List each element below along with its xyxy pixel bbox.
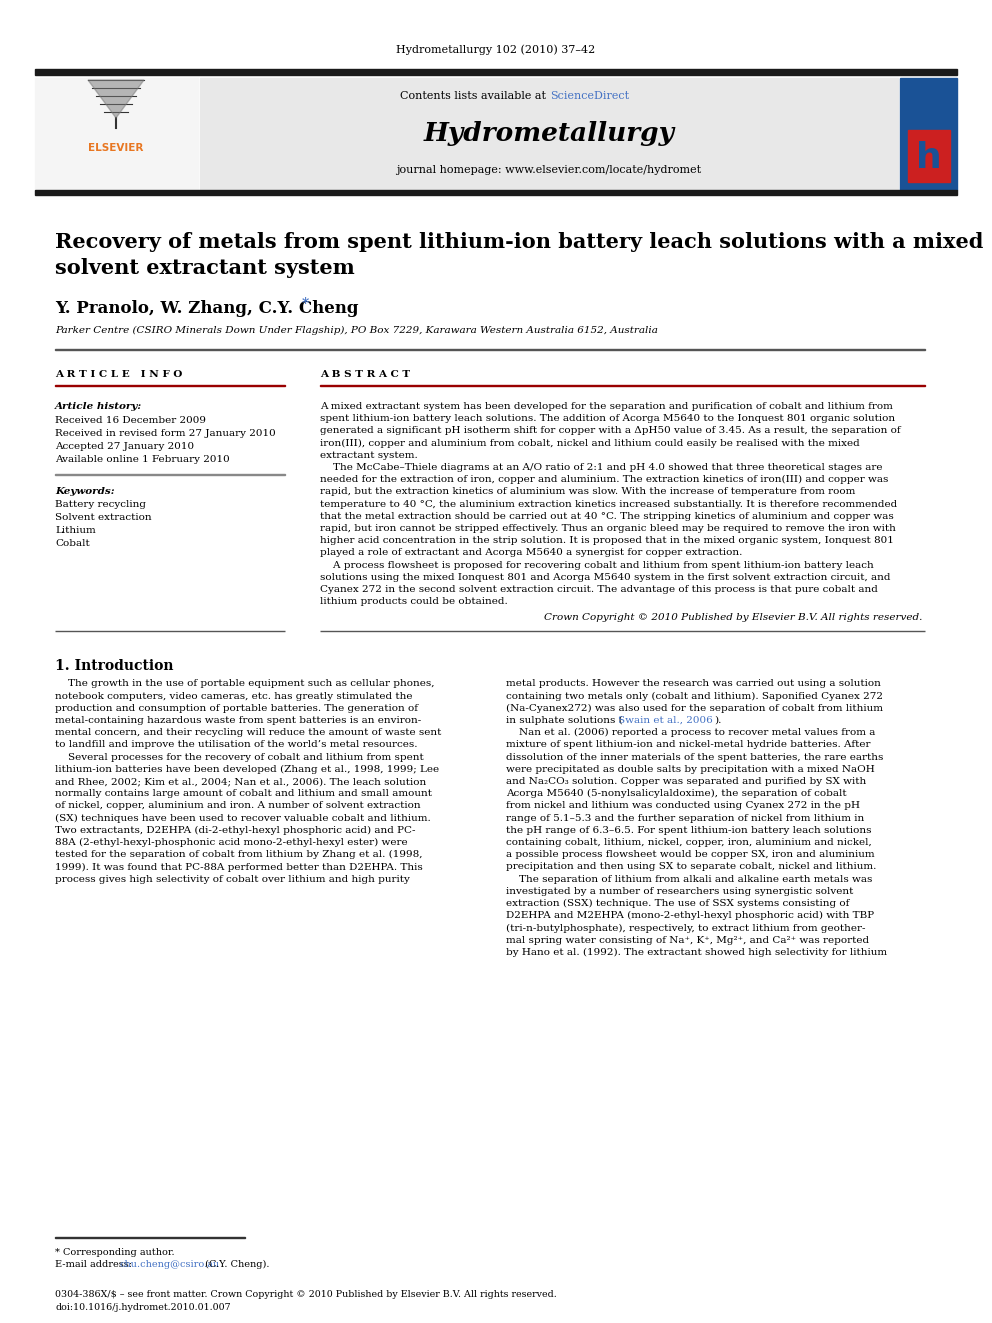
Text: 88A (2-ethyl-hexyl-phosphonic acid mono-2-ethyl-hexyl ester) were: 88A (2-ethyl-hexyl-phosphonic acid mono-… [55,837,408,847]
Text: Article history:: Article history: [55,402,142,411]
Text: rapid, but the extraction kinetics of aluminium was slow. With the increase of t: rapid, but the extraction kinetics of al… [320,487,855,496]
Text: Parker Centre (CSIRO Minerals Down Under Flagship), PO Box 7229, Karawara Wester: Parker Centre (CSIRO Minerals Down Under… [55,325,658,335]
Bar [35,191,957,194]
Text: A mixed extractant system has been developed for the separation and purification: A mixed extractant system has been devel… [320,402,893,411]
Text: (Na-Cyanex272) was also used for the separation of cobalt from lithium: (Na-Cyanex272) was also used for the sep… [506,704,883,713]
Text: Several processes for the recovery of cobalt and lithium from spent: Several processes for the recovery of co… [55,753,424,762]
Text: The separation of lithium from alkali and alkaline earth metals was: The separation of lithium from alkali an… [506,875,872,884]
Text: 1. Introduction: 1. Introduction [55,659,174,673]
Text: Crown Copyright © 2010 Published by Elsevier B.V. All rights reserved.: Crown Copyright © 2010 Published by Else… [544,614,922,622]
Text: Hydrometallurgy: Hydrometallurgy [424,122,675,147]
Text: Accepted 27 January 2010: Accepted 27 January 2010 [55,442,194,451]
Text: and Na₂CO₃ solution. Copper was separated and purified by SX with: and Na₂CO₃ solution. Copper was separate… [506,777,866,786]
Text: *: * [302,296,310,311]
Bar [35,78,198,191]
Text: temperature to 40 °C, the aluminium extraction kinetics increased substantially.: temperature to 40 °C, the aluminium extr… [320,500,897,508]
Text: extractant system.: extractant system. [320,451,418,460]
Text: Two extractants, D2EHPA (di-2-ethyl-hexyl phosphoric acid) and PC-: Two extractants, D2EHPA (di-2-ethyl-hexy… [55,826,416,835]
Text: Received 16 December 2009: Received 16 December 2009 [55,415,206,425]
Text: mixture of spent lithium-ion and nickel-metal hydride batteries. After: mixture of spent lithium-ion and nickel-… [506,741,871,749]
Text: investigated by a number of researchers using synergistic solvent: investigated by a number of researchers … [506,886,853,896]
Text: A R T I C L E   I N F O: A R T I C L E I N F O [55,370,183,378]
Text: The growth in the use of portable equipment such as cellular phones,: The growth in the use of portable equipm… [55,680,434,688]
Text: Acorga M5640 (5-nonylsalicylaldoxime), the separation of cobalt: Acorga M5640 (5-nonylsalicylaldoxime), t… [506,790,846,798]
Text: journal homepage: www.elsevier.com/locate/hydromet: journal homepage: www.elsevier.com/locat… [397,165,701,175]
Text: of nickel, copper, aluminium and iron. A number of solvent extraction: of nickel, copper, aluminium and iron. A… [55,802,421,811]
Text: Available online 1 February 2010: Available online 1 February 2010 [55,455,230,464]
Text: Cyanex 272 in the second solvent extraction circuit. The advantage of this proce: Cyanex 272 in the second solvent extract… [320,585,878,594]
Text: chu.cheng@csiro.au: chu.cheng@csiro.au [120,1259,220,1269]
Text: production and consumption of portable batteries. The generation of: production and consumption of portable b… [55,704,418,713]
Text: ).: ). [714,716,721,725]
Text: notebook computers, video cameras, etc. has greatly stimulated the: notebook computers, video cameras, etc. … [55,692,413,701]
Text: generated a significant pH isotherm shift for copper with a ΔpH50 value of 3.45.: generated a significant pH isotherm shif… [320,426,901,435]
Text: 1999). It was found that PC-88A performed better than D2EHPA. This: 1999). It was found that PC-88A performe… [55,863,423,872]
Text: Battery recycling: Battery recycling [55,500,146,509]
Text: Solvent extraction: Solvent extraction [55,513,152,523]
Text: Recovery of metals from spent lithium-ion battery leach solutions with a mixed
s: Recovery of metals from spent lithium-io… [55,232,983,278]
Text: from nickel and lithium was conducted using Cyanex 272 in the pH: from nickel and lithium was conducted us… [506,802,860,811]
Text: dissolution of the inner materials of the spent batteries, the rare earths: dissolution of the inner materials of th… [506,753,883,762]
Text: in sulphate solutions (: in sulphate solutions ( [506,716,623,725]
Text: iron(III), copper and aluminium from cobalt, nickel and lithium could easily be : iron(III), copper and aluminium from cob… [320,439,860,447]
Text: precipitation and then using SX to separate cobalt, nickel and lithium.: precipitation and then using SX to separ… [506,863,876,872]
Text: lithium-ion batteries have been developed (Zhang et al., 1998, 1999; Lee: lithium-ion batteries have been develope… [55,765,439,774]
Text: A B S T R A C T: A B S T R A C T [320,370,410,378]
Bar [200,78,898,191]
Text: h: h [917,142,941,175]
Bar [908,130,950,183]
Text: Y. Pranolo, W. Zhang, C.Y. Cheng: Y. Pranolo, W. Zhang, C.Y. Cheng [55,300,358,318]
Text: that the metal extraction should be carried out at 40 °C. The stripping kinetics: that the metal extraction should be carr… [320,512,894,521]
Text: (C.Y. Cheng).: (C.Y. Cheng). [202,1259,270,1269]
Text: were precipitated as double salts by precipitation with a mixed NaOH: were precipitated as double salts by pre… [506,765,875,774]
Bar [900,78,957,191]
Text: process gives high selectivity of cobalt over lithium and high purity: process gives high selectivity of cobalt… [55,875,410,884]
Text: (tri-n-butylphosphate), respectively, to extract lithium from geother-: (tri-n-butylphosphate), respectively, to… [506,923,865,933]
Text: * Corresponding author.: * Corresponding author. [55,1248,175,1257]
Text: spent lithium-ion battery leach solutions. The addition of Acorga M5640 to the I: spent lithium-ion battery leach solution… [320,414,895,423]
Text: Keywords:: Keywords: [55,487,115,496]
Text: The McCabe–Thiele diagrams at an A/O ratio of 2:1 and pH 4.0 showed that three t: The McCabe–Thiele diagrams at an A/O rat… [320,463,883,472]
Text: Cobalt: Cobalt [55,538,89,548]
Text: Lithium: Lithium [55,527,96,534]
Text: doi:10.1016/j.hydromet.2010.01.007: doi:10.1016/j.hydromet.2010.01.007 [55,1303,230,1312]
Text: played a role of extractant and Acorga M5640 a synergist for copper extraction.: played a role of extractant and Acorga M… [320,549,742,557]
Text: the pH range of 6.3–6.5. For spent lithium-ion battery leach solutions: the pH range of 6.3–6.5. For spent lithi… [506,826,872,835]
Text: E-mail address:: E-mail address: [55,1259,135,1269]
Text: containing two metals only (cobalt and lithium). Saponified Cyanex 272: containing two metals only (cobalt and l… [506,692,883,701]
Text: D2EHPA and M2EHPA (mono-2-ethyl-hexyl phosphoric acid) with TBP: D2EHPA and M2EHPA (mono-2-ethyl-hexyl ph… [506,912,874,921]
Text: higher acid concentration in the strip solution. It is proposed that in the mixe: higher acid concentration in the strip s… [320,536,894,545]
Text: to landfill and improve the utilisation of the world’s metal resources.: to landfill and improve the utilisation … [55,741,418,749]
Text: ELSEVIER: ELSEVIER [88,143,144,153]
Text: a possible process flowsheet would be copper SX, iron and aluminium: a possible process flowsheet would be co… [506,851,875,859]
Polygon shape [88,79,144,118]
Text: normally contains large amount of cobalt and lithium and small amount: normally contains large amount of cobalt… [55,790,432,798]
Text: metal-containing hazardous waste from spent batteries is an environ-: metal-containing hazardous waste from sp… [55,716,422,725]
Text: mal spring water consisting of Na⁺, K⁺, Mg²⁺, and Ca²⁺ was reported: mal spring water consisting of Na⁺, K⁺, … [506,935,869,945]
Text: Nan et al. (2006) reported a process to recover metal values from a: Nan et al. (2006) reported a process to … [506,728,875,737]
Text: containing cobalt, lithium, nickel, copper, iron, aluminium and nickel,: containing cobalt, lithium, nickel, copp… [506,837,872,847]
Text: and Rhee, 2002; Kim et al., 2004; Nan et al., 2006). The leach solution: and Rhee, 2002; Kim et al., 2004; Nan et… [55,777,427,786]
Text: mental concern, and their recycling will reduce the amount of waste sent: mental concern, and their recycling will… [55,728,441,737]
Text: needed for the extraction of iron, copper and aluminium. The extraction kinetics: needed for the extraction of iron, coppe… [320,475,889,484]
Text: 0304-386X/$ – see front matter. Crown Copyright © 2010 Published by Elsevier B.V: 0304-386X/$ – see front matter. Crown Co… [55,1290,557,1299]
Text: A process flowsheet is proposed for recovering cobalt and lithium from spent lit: A process flowsheet is proposed for reco… [320,561,874,570]
Text: ScienceDirect: ScienceDirect [550,91,629,101]
Text: Swain et al., 2006: Swain et al., 2006 [618,716,712,725]
Text: Hydrometallurgy 102 (2010) 37–42: Hydrometallurgy 102 (2010) 37–42 [397,45,595,56]
Text: range of 5.1–5.3 and the further separation of nickel from lithium in: range of 5.1–5.3 and the further separat… [506,814,864,823]
Text: solutions using the mixed Ionquest 801 and Acorga M5640 system in the first solv: solutions using the mixed Ionquest 801 a… [320,573,891,582]
Text: extraction (SSX) technique. The use of SSX systems consisting of: extraction (SSX) technique. The use of S… [506,900,849,908]
Text: lithium products could be obtained.: lithium products could be obtained. [320,597,508,606]
Text: Received in revised form 27 January 2010: Received in revised form 27 January 2010 [55,429,276,438]
Text: (SX) techniques have been used to recover valuable cobalt and lithium.: (SX) techniques have been used to recove… [55,814,431,823]
Text: rapid, but iron cannot be stripped effectively. Thus an organic bleed may be req: rapid, but iron cannot be stripped effec… [320,524,896,533]
Text: tested for the separation of cobalt from lithium by Zhang et al. (1998,: tested for the separation of cobalt from… [55,851,423,860]
Text: Contents lists available at: Contents lists available at [400,91,549,101]
Bar [35,69,957,75]
Text: metal products. However the research was carried out using a solution: metal products. However the research was… [506,680,881,688]
Text: by Hano et al. (1992). The extractant showed high selectivity for lithium: by Hano et al. (1992). The extractant sh… [506,947,887,957]
